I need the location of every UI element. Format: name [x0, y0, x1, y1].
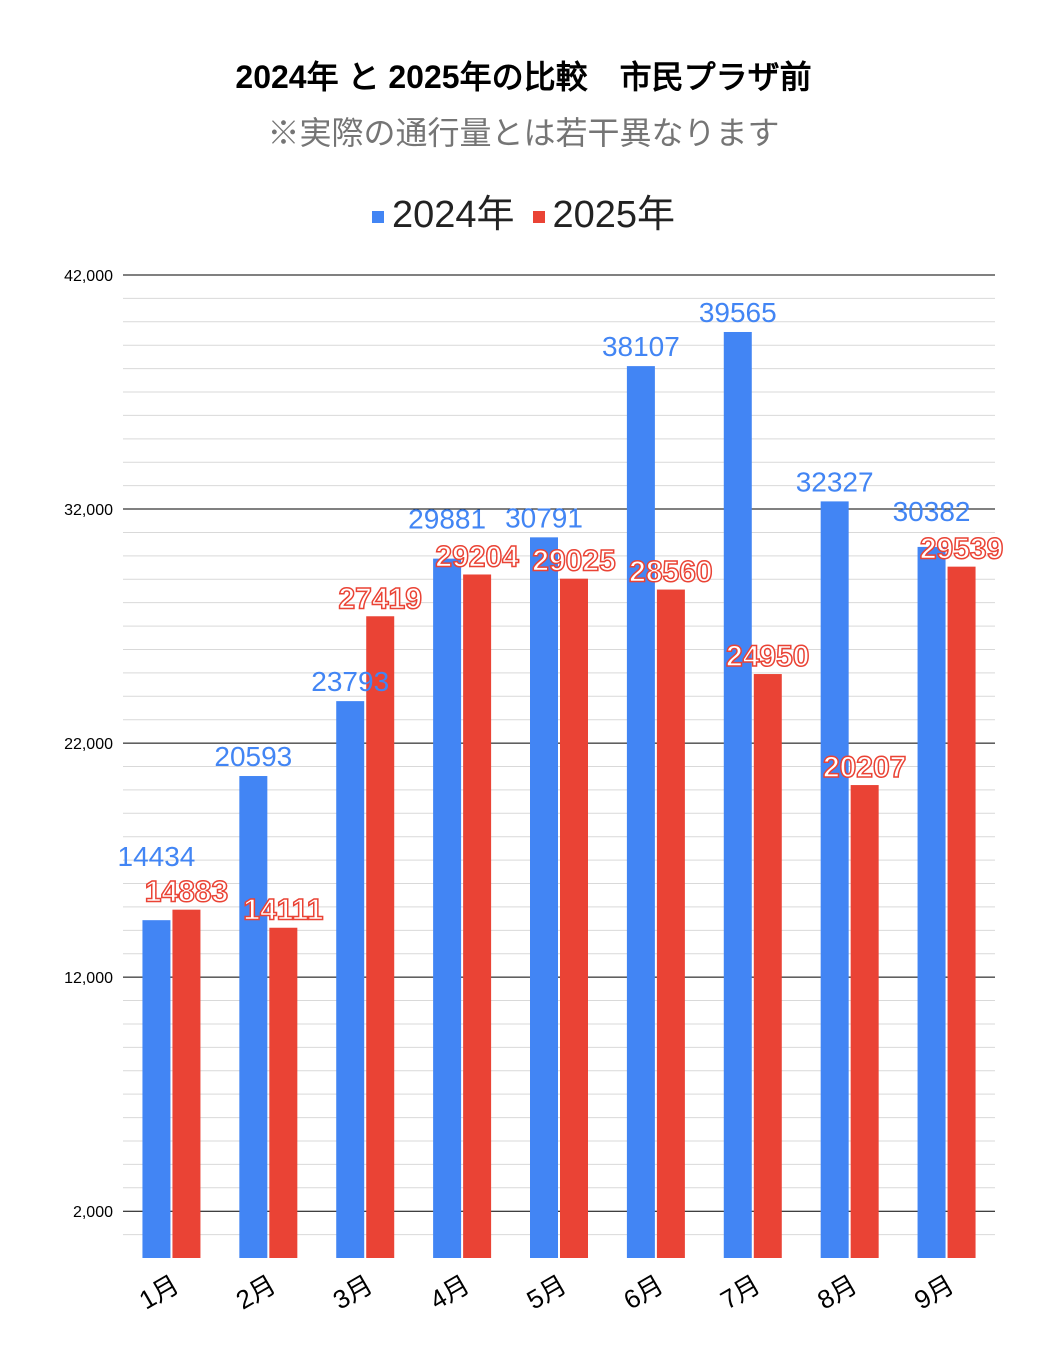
data-label-2025: 14883: [145, 876, 228, 909]
bar-2024: [820, 501, 849, 1258]
x-tick-label: 5月: [521, 1269, 571, 1315]
bar-2024: [723, 331, 752, 1258]
legend-item-2025: 2025年: [532, 183, 676, 238]
legend: 2024年 2025年: [0, 183, 1047, 238]
data-label-2025: 24950: [726, 640, 809, 673]
bar-2025: [269, 927, 298, 1258]
data-label-2024: 38107: [602, 331, 680, 362]
data-label-2025: 14111: [243, 894, 323, 927]
legend-label: 2025年: [552, 194, 676, 236]
bar-2025: [753, 674, 782, 1258]
bar-2024: [917, 546, 946, 1258]
data-label-2025: 29025: [532, 545, 615, 578]
data-label-2024: 23793: [311, 666, 389, 697]
x-tick-label: 4月: [425, 1269, 475, 1315]
bar-2025: [366, 616, 395, 1258]
data-label-2025: 29539: [920, 533, 1003, 566]
data-label-2025: 20207: [823, 751, 906, 784]
y-tick-label: 42,000: [64, 268, 113, 285]
data-label-2024: 20593: [214, 741, 292, 772]
x-tick-label: 3月: [328, 1269, 378, 1315]
legend-item-2024: 2024年: [371, 183, 515, 238]
y-tick-label: 2,000: [73, 1204, 113, 1221]
data-label-2024: 32327: [796, 466, 874, 497]
bar-2024: [626, 366, 655, 1258]
data-label-2025: 28560: [629, 556, 712, 589]
x-tick-label: 2月: [231, 1269, 281, 1315]
legend-swatch: [371, 210, 384, 223]
bar-2024: [530, 537, 558, 1258]
bar-2024: [142, 920, 171, 1258]
bar-2024: [433, 558, 462, 1258]
data-label-2024: 14434: [118, 841, 196, 872]
legend-label: 2024年: [391, 194, 515, 236]
x-tick-label: 6月: [618, 1269, 668, 1315]
x-tick-label: 9月: [909, 1269, 959, 1315]
bar-2025: [560, 578, 588, 1258]
data-label-2025: 29204: [435, 540, 519, 573]
x-tick-label: 7月: [715, 1269, 765, 1315]
chart-title: 2024年 と 2025年の比較 市民プラザ前: [235, 59, 812, 95]
x-tick-label: 8月: [812, 1269, 862, 1315]
data-label-2025: 27419: [339, 582, 422, 615]
data-label-2024: 30791: [505, 502, 583, 533]
y-tick-label: 32,000: [64, 502, 113, 519]
bar-2024: [336, 701, 365, 1258]
bar-2025: [850, 785, 879, 1258]
chart-subtitle: ※実際の通行量とは若干異なります: [267, 115, 780, 151]
bar-2025: [947, 566, 976, 1258]
bar-2025: [172, 909, 201, 1258]
x-tick-label: 1月: [134, 1269, 184, 1315]
bar-2025: [463, 574, 492, 1258]
y-tick-label: 12,000: [64, 970, 113, 987]
data-label-2024: 29881: [408, 504, 486, 535]
y-tick-label: 22,000: [64, 736, 113, 753]
legend-swatch: [532, 210, 545, 223]
data-label-2024: 30382: [893, 496, 971, 527]
bar-2024: [239, 776, 268, 1258]
data-label-2024: 39565: [699, 297, 777, 328]
bar-2025: [656, 589, 685, 1258]
